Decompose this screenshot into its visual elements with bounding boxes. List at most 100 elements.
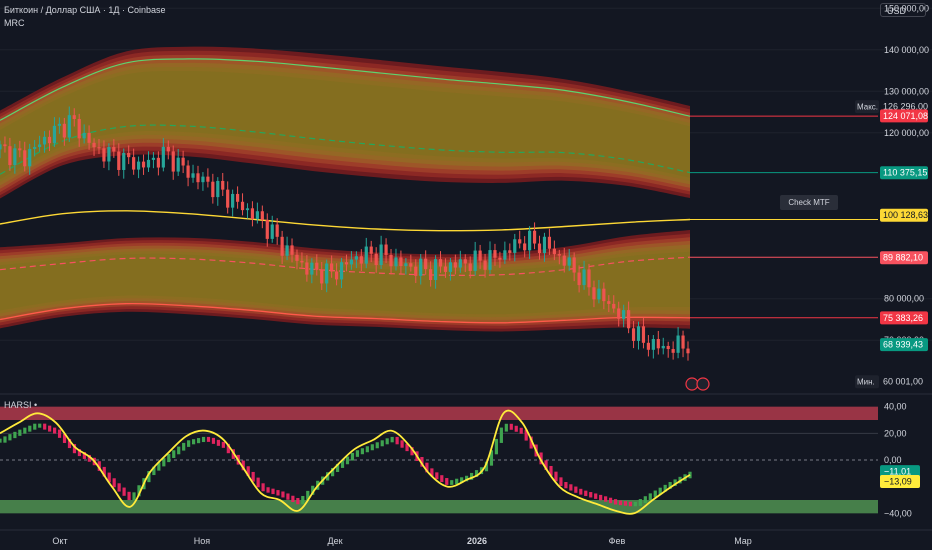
candle-body [493, 250, 497, 258]
harsi-candle [147, 471, 151, 483]
candle-body [201, 176, 205, 183]
candle-body [523, 243, 527, 251]
candle-body [374, 253, 378, 266]
harsi-candle [33, 423, 37, 430]
harsi-candle [191, 439, 196, 445]
harsi-candle [489, 450, 494, 466]
price-marker-prefix-bg [855, 100, 879, 114]
harsi-candle [28, 425, 32, 432]
harsi-candle [599, 494, 603, 501]
candle-body [513, 239, 517, 253]
candle-body [334, 271, 339, 280]
harsi-candle [569, 484, 573, 491]
harsi-candle [509, 423, 513, 430]
candle-body [617, 308, 621, 319]
harsi-candle [241, 460, 245, 471]
candle-body [463, 259, 467, 264]
harsi-candle [43, 423, 47, 430]
harsi-candle [385, 438, 389, 445]
harsi-candle [196, 438, 201, 444]
candle-body [265, 219, 269, 239]
harsi-candle [365, 446, 369, 453]
time-tick-label: Ноя [194, 536, 211, 546]
candle-body [305, 262, 309, 275]
harsi-candle [48, 425, 52, 432]
harsi-candle [340, 460, 345, 468]
candle-body [127, 152, 131, 158]
harsi-candle [311, 485, 315, 495]
harsi-candle [623, 501, 628, 506]
price-tick-label: 150 000,00 [884, 3, 929, 13]
candle-body [661, 345, 665, 349]
candle-body [290, 245, 294, 255]
check-mtf-button[interactable]: Check MTF [780, 195, 838, 210]
candle-body [433, 259, 438, 281]
candle-body [72, 115, 76, 120]
harsi-candle [474, 470, 479, 477]
harsi-candle [187, 440, 191, 447]
currency-selector[interactable]: USD [880, 3, 926, 17]
harsi-candle [425, 462, 429, 473]
candle-body [354, 256, 358, 260]
harsi-candle [514, 425, 518, 432]
harsi-candle [524, 429, 528, 441]
candle-body [156, 157, 160, 168]
harsi-candle [549, 465, 553, 476]
candle-body [627, 310, 631, 329]
harsi-candle [132, 492, 136, 501]
candle-body [597, 288, 601, 300]
candle-body [181, 157, 185, 166]
candle-body [349, 259, 354, 265]
candle-body [542, 236, 547, 254]
candle-body [82, 132, 86, 139]
candle-body [315, 262, 319, 270]
harsi-candle [251, 471, 255, 482]
candle-body [468, 263, 472, 271]
harsi-candle [435, 472, 439, 480]
price-marker-bg [880, 208, 928, 222]
candle-body [0, 144, 2, 150]
harsi-overbought-zone [0, 406, 878, 420]
price-tick-label: 130 000,00 [884, 86, 929, 96]
harsi-candle [162, 458, 166, 467]
harsi-candle [97, 461, 101, 471]
harsi-candle [77, 449, 82, 457]
harsi-rsi-line [0, 409, 691, 515]
harsi-candle [420, 457, 424, 467]
candle-body [250, 208, 255, 219]
harsi-candle [460, 477, 464, 483]
harsi-candle [62, 433, 67, 443]
candle-body [330, 263, 334, 272]
candle-body [404, 263, 408, 267]
harsi-candle [380, 440, 384, 447]
mrc-lower1-line [0, 256, 691, 276]
harsi-candle [53, 427, 57, 434]
candle-body [419, 258, 423, 276]
harsi-candle [494, 438, 499, 455]
harsi-candle [648, 493, 652, 501]
harsi-candle [450, 480, 454, 485]
price-marker-label: 124 071,08 [883, 111, 928, 121]
candle-body [443, 266, 448, 272]
candle-body [67, 115, 71, 138]
harsi-candle [286, 493, 290, 500]
candle-body [280, 236, 284, 256]
candle-body [42, 136, 47, 145]
candle-body [399, 257, 403, 267]
harsi-candle [395, 436, 399, 445]
candle-body [28, 148, 32, 167]
candle-body [532, 230, 537, 244]
indicator-label: MRC [4, 18, 25, 28]
candle-body [161, 146, 165, 168]
harsi-candle [38, 423, 42, 428]
harsi-candle [465, 475, 469, 482]
mrc-upper1-line [0, 124, 691, 175]
event-icon [685, 377, 699, 391]
harsi-tick-label: 40,00 [884, 402, 907, 412]
harsi-candle [256, 477, 260, 488]
candle-body [414, 266, 418, 276]
candle-body [483, 260, 487, 270]
harsi-candle [137, 485, 141, 497]
candle-body [607, 301, 611, 304]
